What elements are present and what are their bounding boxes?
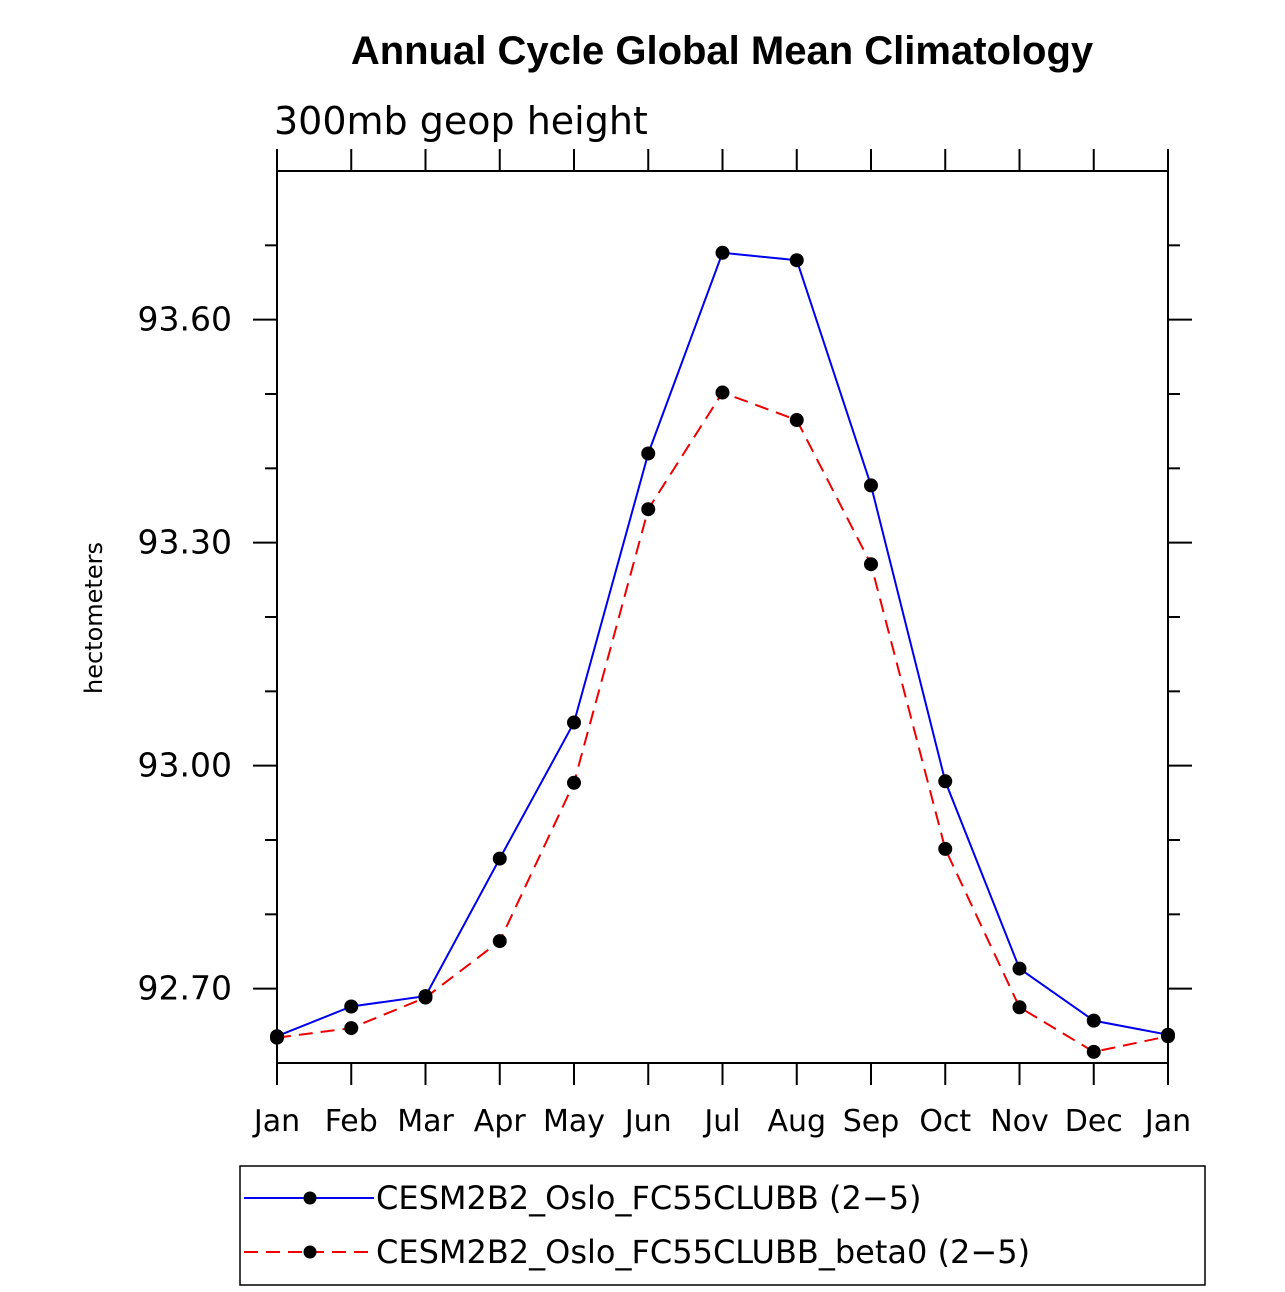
x-tick-label-4: May [543,1104,605,1139]
x-axis-ticks [276,149,1169,1085]
legend-marker-series-2 [303,1245,317,1259]
legend-label-series-1: CESM2B2_Oslo_FC55CLUBB (2−5) [376,1179,922,1217]
x-tick-label-2: Mar [397,1104,454,1139]
x-tick-label-9: Oct [919,1104,971,1139]
x-tick-label-12: Jan [1143,1104,1191,1139]
series-2-point-10 [1012,1000,1027,1015]
x-axis-tick-labels: Jan Feb Mar Apr May Jun Jul Aug Sep Oct Nov Dec Jan [252,1104,1191,1139]
chart-title: Annual Cycle Global Mean Climatology [351,29,1094,73]
series-2-point-0 [270,1030,284,1045]
y-tick-label-1: 93.00 [138,746,232,785]
series-points [270,245,1175,1059]
x-tick-label-1: Feb [325,1104,378,1139]
series-2-point-4 [567,775,581,790]
x-tick-label-11: Dec [1065,1104,1123,1139]
series-1-point-3 [492,851,507,866]
chart-subtitle: 300mb geop height [274,99,648,143]
x-tick-label-10: Nov [990,1104,1049,1139]
y-axis-label: hectometers [80,542,108,694]
series-2-point-9 [938,841,953,856]
y-axis-tick-labels: 92.70 93.00 93.30 93.60 [138,300,232,1008]
series-2-point-7 [789,413,804,428]
series-1-point-5 [641,446,656,461]
series-1-point-11 [1086,1013,1101,1028]
series-lines [276,251,1169,1053]
series-1-point-10 [1012,961,1027,976]
legend: CESM2B2_Oslo_FC55CLUBB (2−5) CESM2B2_Osl… [239,1165,1206,1286]
y-tick-label-2: 93.30 [138,523,232,562]
legend-marker-series-1 [303,1191,317,1205]
plot-frame [276,170,1169,1064]
series-2-point-11 [1086,1044,1101,1059]
series-line-1 [276,251,1169,1038]
x-tick-label-7: Aug [767,1104,826,1139]
series-1-point-4 [567,715,581,730]
x-tick-label-5: Jun [623,1104,672,1139]
series-1-point-9 [938,774,953,789]
series-line-2 [276,391,1169,1053]
series-2-point-5 [641,502,656,517]
y-axis-ticks [253,244,1192,990]
series-1-point-8 [864,478,878,493]
legend-box [239,1165,1206,1286]
x-tick-label-3: Apr [474,1104,527,1139]
series-2-point-8 [864,557,878,572]
series-2-point-6 [715,385,730,400]
series-2-point-3 [492,934,507,949]
series-2-point-2 [418,990,433,1005]
series-1-point-1 [344,999,359,1014]
legend-label-series-2: CESM2B2_Oslo_FC55CLUBB_beta0 (2−5) [376,1233,1030,1271]
series-1-point-7 [789,253,804,268]
x-tick-label-6: Jul [702,1104,740,1139]
series-1-point-6 [715,245,730,260]
series-2-point-12 [1161,1029,1175,1044]
y-tick-label-0: 92.70 [138,969,232,1008]
x-tick-label-0: Jan [252,1104,300,1139]
y-tick-label-3: 93.60 [138,300,232,339]
x-tick-label-8: Sep [843,1104,900,1139]
series-2-point-1 [344,1021,359,1036]
